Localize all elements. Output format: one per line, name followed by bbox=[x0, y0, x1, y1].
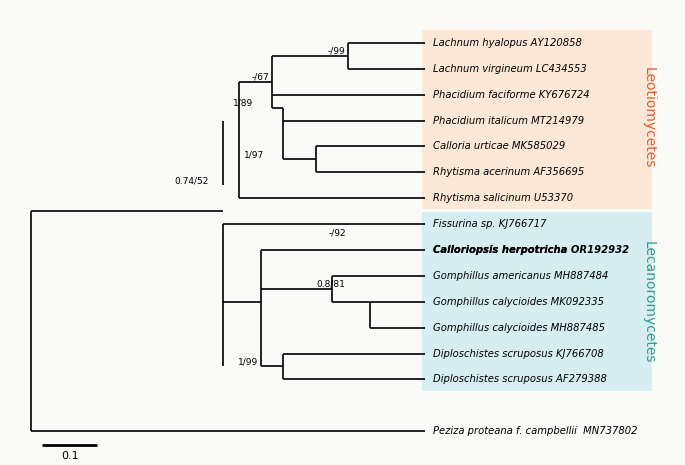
Text: Gomphillus americanus MH887484: Gomphillus americanus MH887484 bbox=[433, 271, 608, 281]
Text: Calloria urticae MK585029: Calloria urticae MK585029 bbox=[433, 141, 565, 152]
Text: Diploschistes scruposus KJ766708: Diploschistes scruposus KJ766708 bbox=[433, 349, 604, 359]
Text: Lachnum virgineum LC434553: Lachnum virgineum LC434553 bbox=[433, 64, 587, 74]
Text: Lecanoromycetes: Lecanoromycetes bbox=[642, 240, 656, 363]
Text: Fissurina sp. KJ766717: Fissurina sp. KJ766717 bbox=[433, 219, 547, 229]
Text: 1/99: 1/99 bbox=[238, 358, 258, 366]
Text: Phacidium italicum MT214979: Phacidium italicum MT214979 bbox=[433, 116, 584, 126]
Text: 0.8/81: 0.8/81 bbox=[317, 280, 346, 289]
Text: Phacidium faciforme KY676724: Phacidium faciforme KY676724 bbox=[433, 90, 590, 100]
Text: Calloriopsis herpotricha: Calloriopsis herpotricha bbox=[433, 245, 571, 255]
Text: Lachnum hyalopus AY120858: Lachnum hyalopus AY120858 bbox=[433, 38, 582, 48]
Text: Gomphillus calycioides MK092335: Gomphillus calycioides MK092335 bbox=[433, 297, 604, 307]
Text: 1/97: 1/97 bbox=[243, 151, 264, 159]
Text: 1/89: 1/89 bbox=[233, 99, 253, 108]
Text: Rhytisma salicinum U53370: Rhytisma salicinum U53370 bbox=[433, 193, 573, 203]
Text: Diploschistes scruposus AF279388: Diploschistes scruposus AF279388 bbox=[433, 374, 607, 385]
FancyBboxPatch shape bbox=[422, 30, 651, 209]
Text: Peziza proteana f. campbellii  MN737802: Peziza proteana f. campbellii MN737802 bbox=[433, 426, 638, 436]
Text: Calloriopsis herpotricha OR192932: Calloriopsis herpotricha OR192932 bbox=[433, 245, 630, 255]
Text: 0.1: 0.1 bbox=[61, 451, 79, 460]
Text: -/92: -/92 bbox=[328, 228, 346, 237]
Text: Gomphillus calycioides MH887485: Gomphillus calycioides MH887485 bbox=[433, 323, 605, 332]
Text: 0.74/52: 0.74/52 bbox=[175, 176, 209, 186]
Text: Rhytisma acerinum AF356695: Rhytisma acerinum AF356695 bbox=[433, 167, 584, 177]
Text: Leotiomycetes: Leotiomycetes bbox=[642, 67, 656, 169]
Text: -/67: -/67 bbox=[251, 73, 269, 82]
Text: -/99: -/99 bbox=[328, 47, 346, 56]
FancyBboxPatch shape bbox=[422, 213, 651, 391]
